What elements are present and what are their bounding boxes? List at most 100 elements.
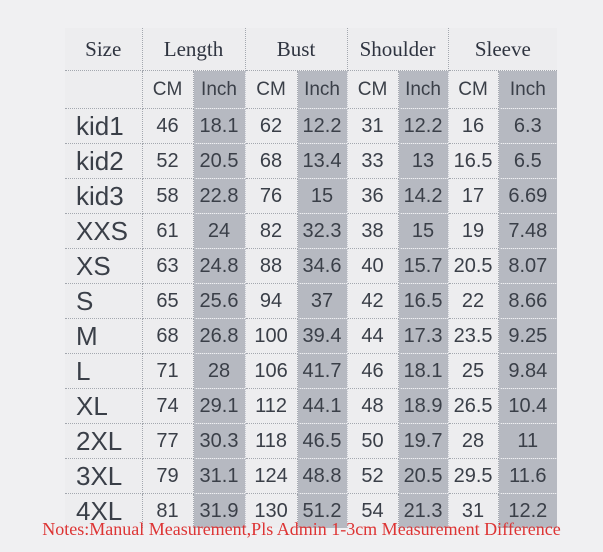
inch-value: 30.3: [192, 423, 246, 459]
inch-value: 8.07: [497, 248, 558, 284]
size-label: 2XL: [65, 423, 143, 459]
table-row: L 71 28 106 41.7 46 18.1 25 9.84: [65, 353, 558, 389]
inch-value: 9.84: [497, 353, 558, 389]
inch-value: 8.66: [497, 283, 558, 319]
inch-value: 31.1: [192, 458, 246, 494]
cm-value: 106: [244, 353, 298, 389]
cm-value: 77: [141, 423, 194, 459]
inch-value: 16.5: [397, 283, 449, 319]
column-header-length: Length: [141, 28, 246, 71]
inch-value: 14.2: [397, 178, 449, 214]
cm-value: 74: [141, 388, 194, 424]
inch-value: 18.9: [397, 388, 449, 424]
inch-value: 48.8: [296, 458, 348, 494]
cm-value: 20.5: [447, 248, 499, 284]
cm-value: 68: [141, 318, 194, 354]
size-label: XS: [65, 248, 143, 284]
inch-value: 15: [397, 213, 449, 249]
inch-value: 13.4: [296, 143, 348, 179]
inch-value: 51.2: [296, 493, 348, 528]
cm-value: 36: [346, 178, 399, 214]
inch-value: 29.1: [192, 388, 246, 424]
table-row: 3XL 79 31.1 124 48.8 52 20.5 29.5 11.6: [65, 458, 558, 494]
cm-value: 22: [447, 283, 499, 319]
unit-header-shoulder-cm: CM: [346, 70, 399, 109]
table-row: kid2 52 20.5 68 13.4 33 13 16.5 6.5: [65, 143, 558, 179]
cm-value: 54: [346, 493, 399, 528]
cm-value: 31: [447, 493, 499, 528]
cm-value: 25: [447, 353, 499, 389]
inch-value: 6.3: [497, 108, 558, 144]
cm-value: 63: [141, 248, 194, 284]
cm-value: 100: [244, 318, 298, 354]
column-header-bust: Bust: [244, 28, 348, 71]
cm-value: 40: [346, 248, 399, 284]
inch-value: 28: [192, 353, 246, 389]
table-row: 4XL 81 31.9 130 51.2 54 21.3 31 12.2: [65, 493, 558, 528]
cm-value: 62: [244, 108, 298, 144]
inch-value: 11.6: [497, 458, 558, 494]
inch-value: 26.8: [192, 318, 246, 354]
unit-header-sleeve-inch: Inch: [497, 70, 558, 109]
cm-value: 23.5: [447, 318, 499, 354]
cm-value: 46: [346, 353, 399, 389]
unit-header-shoulder-inch: Inch: [397, 70, 449, 109]
size-chart-table: Size Length Bust Shoulder Sleeve CM Inch…: [65, 28, 558, 528]
cm-value: 124: [244, 458, 298, 494]
inch-value: 15: [296, 178, 348, 214]
inch-value: 17.3: [397, 318, 449, 354]
cm-value: 68: [244, 143, 298, 179]
inch-value: 31.9: [192, 493, 246, 528]
size-label: L: [65, 353, 143, 389]
cm-value: 52: [141, 143, 194, 179]
column-header-size: Size: [65, 28, 143, 71]
cm-value: 61: [141, 213, 194, 249]
inch-value: 7.48: [497, 213, 558, 249]
cm-value: 118: [244, 423, 298, 459]
cm-value: 52: [346, 458, 399, 494]
size-label: 4XL: [65, 493, 143, 528]
inch-value: 18.1: [397, 353, 449, 389]
inch-value: 11: [497, 423, 558, 459]
table-row: XXS 61 24 82 32.3 38 15 19 7.48: [65, 213, 558, 249]
size-label: kid2: [65, 143, 143, 179]
unit-header-length-inch: Inch: [192, 70, 246, 109]
group-header-row: Size Length Bust Shoulder Sleeve: [65, 28, 558, 71]
table-row: 2XL 77 30.3 118 46.5 50 19.7 28 11: [65, 423, 558, 459]
inch-value: 32.3: [296, 213, 348, 249]
cm-value: 81: [141, 493, 194, 528]
inch-value: 6.5: [497, 143, 558, 179]
size-label: S: [65, 283, 143, 319]
unit-header-sleeve-cm: CM: [447, 70, 499, 109]
inch-value: 41.7: [296, 353, 348, 389]
size-label: XL: [65, 388, 143, 424]
inch-value: 20.5: [192, 143, 246, 179]
cm-value: 88: [244, 248, 298, 284]
table-row: kid3 58 22.8 76 15 36 14.2 17 6.69: [65, 178, 558, 214]
cm-value: 16: [447, 108, 499, 144]
inch-value: 20.5: [397, 458, 449, 494]
column-header-shoulder: Shoulder: [346, 28, 449, 71]
size-label: XXS: [65, 213, 143, 249]
cm-value: 31: [346, 108, 399, 144]
size-label: kid3: [65, 178, 143, 214]
cm-value: 58: [141, 178, 194, 214]
size-table-body: kid1 46 18.1 62 12.2 31 12.2 16 6.3 kid2 52 20.5 68 1…: [65, 108, 558, 528]
table-row: M 68 26.8 100 39.4 44 17.3 23.5 9.25: [65, 318, 558, 354]
inch-value: 13: [397, 143, 449, 179]
inch-value: 39.4: [296, 318, 348, 354]
cm-value: 33: [346, 143, 399, 179]
inch-value: 44.1: [296, 388, 348, 424]
inch-value: 19.7: [397, 423, 449, 459]
cm-value: 48: [346, 388, 399, 424]
unit-header-bust-inch: Inch: [296, 70, 348, 109]
inch-value: 22.8: [192, 178, 246, 214]
cm-value: 17: [447, 178, 499, 214]
size-label: kid1: [65, 108, 143, 144]
inch-value: 46.5: [296, 423, 348, 459]
table-row: S 65 25.6 94 37 42 16.5 22 8.66: [65, 283, 558, 319]
cm-value: 44: [346, 318, 399, 354]
size-label: 3XL: [65, 458, 143, 494]
cm-value: 46: [141, 108, 194, 144]
cm-value: 42: [346, 283, 399, 319]
